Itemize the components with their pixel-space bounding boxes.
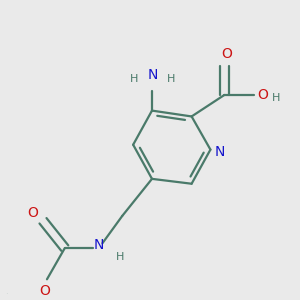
Text: O: O: [257, 88, 268, 102]
Text: H: H: [130, 74, 138, 84]
Text: N: N: [93, 238, 104, 252]
Text: N: N: [214, 145, 224, 159]
Text: O: O: [40, 284, 50, 298]
Text: H: H: [167, 74, 175, 84]
Text: N: N: [148, 68, 158, 83]
Text: O: O: [28, 206, 38, 220]
Text: H: H: [116, 252, 124, 262]
Text: O: O: [221, 47, 232, 61]
Text: H: H: [272, 93, 280, 103]
